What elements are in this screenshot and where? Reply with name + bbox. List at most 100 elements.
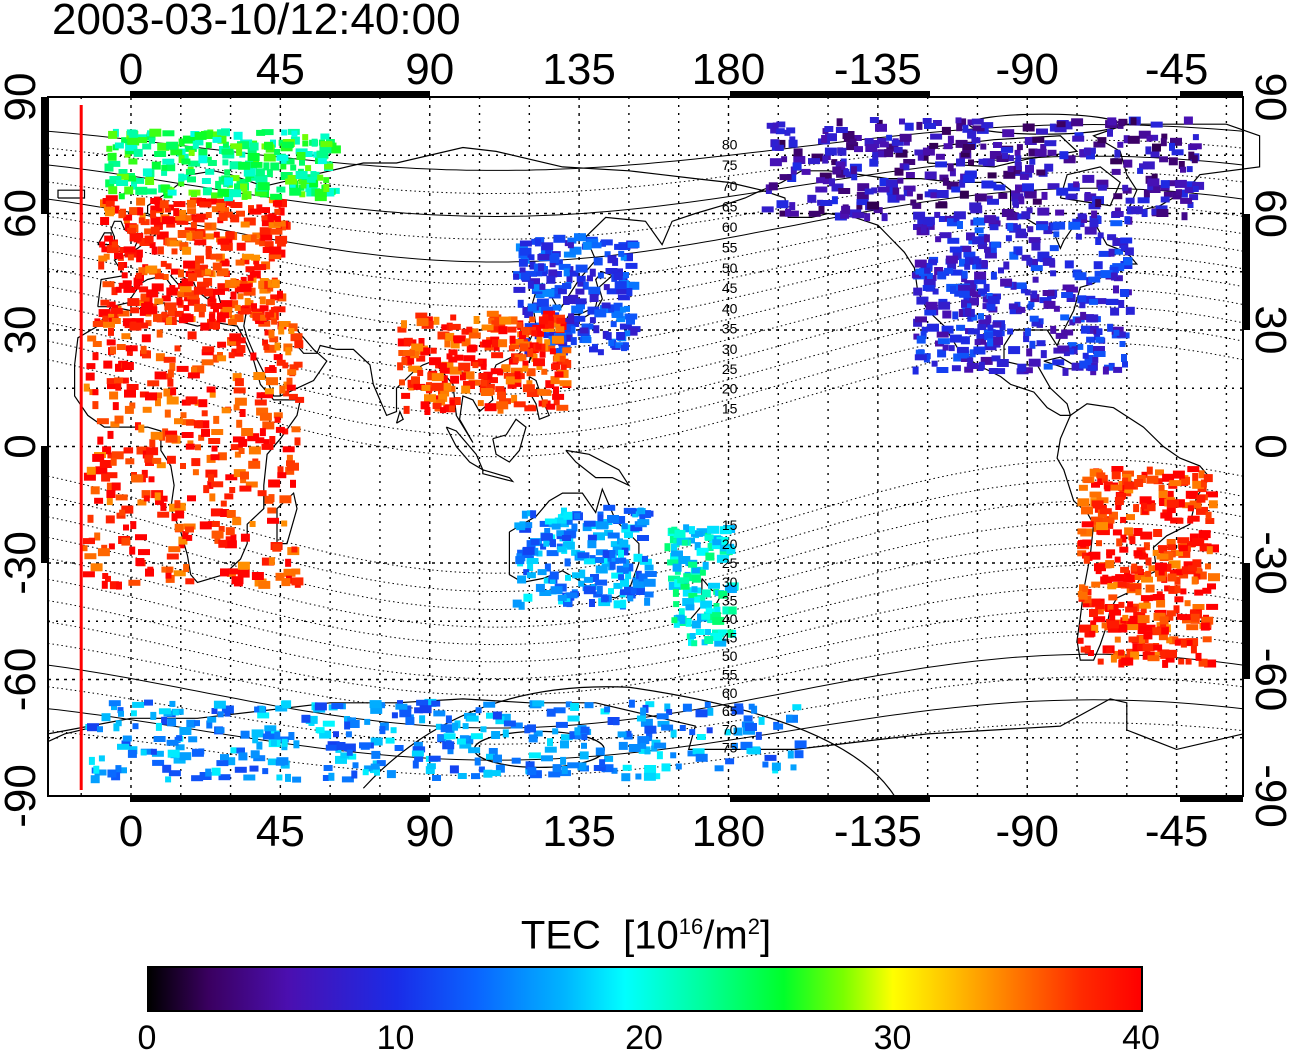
tec-cell (606, 288, 619, 295)
tec-cell (141, 303, 154, 309)
tec-cell (1002, 129, 1015, 138)
tec-cell (993, 184, 1006, 191)
tec-cell (201, 410, 208, 417)
tec-cell (264, 725, 277, 732)
tec-cell (1166, 499, 1179, 508)
tec-cell (286, 377, 293, 386)
tec-cell (97, 436, 104, 445)
tec-cell (678, 608, 685, 617)
tec-cell (1088, 551, 1101, 560)
tec-cell (137, 207, 144, 216)
tec-cell (567, 237, 577, 244)
tec-cell (276, 757, 289, 766)
tec-cell (550, 376, 560, 385)
tec-cell (259, 227, 272, 236)
tec-cell (279, 495, 292, 504)
tec-cell (562, 360, 572, 368)
tec-cell (1183, 116, 1193, 125)
tec-cell (792, 704, 802, 711)
tec-cell (183, 260, 196, 269)
tec-cell (108, 313, 115, 320)
tec-cell (856, 201, 863, 210)
tec-cell (1186, 624, 1199, 631)
tec-cell (1077, 528, 1087, 535)
tec-cell (220, 242, 233, 251)
tec-cell (685, 604, 695, 611)
tec-cell (1208, 573, 1220, 582)
tec-cell (119, 509, 126, 516)
tec-cell (956, 123, 963, 132)
tec-cell (268, 213, 275, 222)
tec-cell (864, 188, 874, 195)
tec-cell (1180, 639, 1187, 648)
tec-cell (145, 265, 158, 274)
tec-cell (1190, 645, 1197, 654)
tec-cell (1178, 161, 1185, 169)
tec-cell (409, 348, 422, 355)
tec-cell (166, 739, 179, 746)
mlat-label: 25 (722, 361, 738, 377)
tec-cell (203, 485, 210, 494)
tec-cell (645, 510, 652, 519)
tec-cell (233, 404, 240, 411)
tec-cell (131, 181, 137, 190)
tec-cell (88, 756, 95, 765)
tec-cell (92, 389, 99, 396)
tec-cell (566, 516, 573, 525)
tec-cell (116, 581, 122, 590)
tec-cell (167, 749, 180, 758)
tec-cell (1116, 331, 1126, 338)
tec-cell (1077, 637, 1084, 644)
tec-cell (526, 558, 539, 564)
tec-cell (138, 137, 148, 144)
tec-cell (967, 328, 980, 335)
tec-cell (1113, 329, 1120, 336)
tec-cell (285, 773, 291, 782)
mlat-label: 20 (722, 536, 738, 552)
tec-cell (126, 384, 139, 390)
tec-cell (740, 741, 753, 750)
tec-cell (1079, 624, 1092, 633)
tec-cell (984, 246, 993, 253)
tec-cell (886, 143, 899, 152)
tec-cell (126, 347, 133, 356)
tec-cell (1028, 237, 1041, 244)
tec-cell (637, 736, 650, 745)
tec-cell (646, 731, 653, 738)
tec-cell (188, 149, 195, 156)
tec-cell (247, 153, 260, 161)
tec-cell (288, 323, 298, 332)
tec-cell (550, 539, 556, 548)
tec-cell (183, 305, 190, 311)
tec-cell (178, 536, 188, 545)
tec-cell (1143, 189, 1150, 198)
tec-cell (416, 699, 429, 706)
tec-cell (130, 710, 137, 717)
tec-cell (1003, 261, 1010, 270)
tec-cell (347, 753, 357, 760)
tec-cell (644, 564, 654, 571)
tec-cell (411, 376, 420, 385)
tec-cell (718, 590, 728, 599)
tec-cell (1177, 537, 1190, 544)
tec-cell (294, 340, 304, 349)
tec-cell (600, 239, 613, 246)
tec-cell (128, 579, 141, 586)
tec-cell (468, 332, 481, 339)
tec-cell (570, 337, 577, 346)
tec-cell (1089, 609, 1098, 617)
tec-cell (167, 189, 177, 196)
tec-cell (177, 230, 190, 238)
tec-cell (1071, 362, 1084, 371)
tec-cell (311, 138, 318, 147)
tec-cell (97, 548, 110, 557)
tec-cell (1032, 136, 1045, 143)
tec-cell (234, 314, 244, 323)
tec-cell (456, 738, 466, 745)
tec-cell (370, 763, 380, 770)
tec-cell (107, 769, 117, 778)
tec-cell (137, 499, 147, 506)
tec-cell (588, 286, 601, 295)
tec-cell (507, 326, 517, 333)
tec-cell (526, 572, 536, 579)
